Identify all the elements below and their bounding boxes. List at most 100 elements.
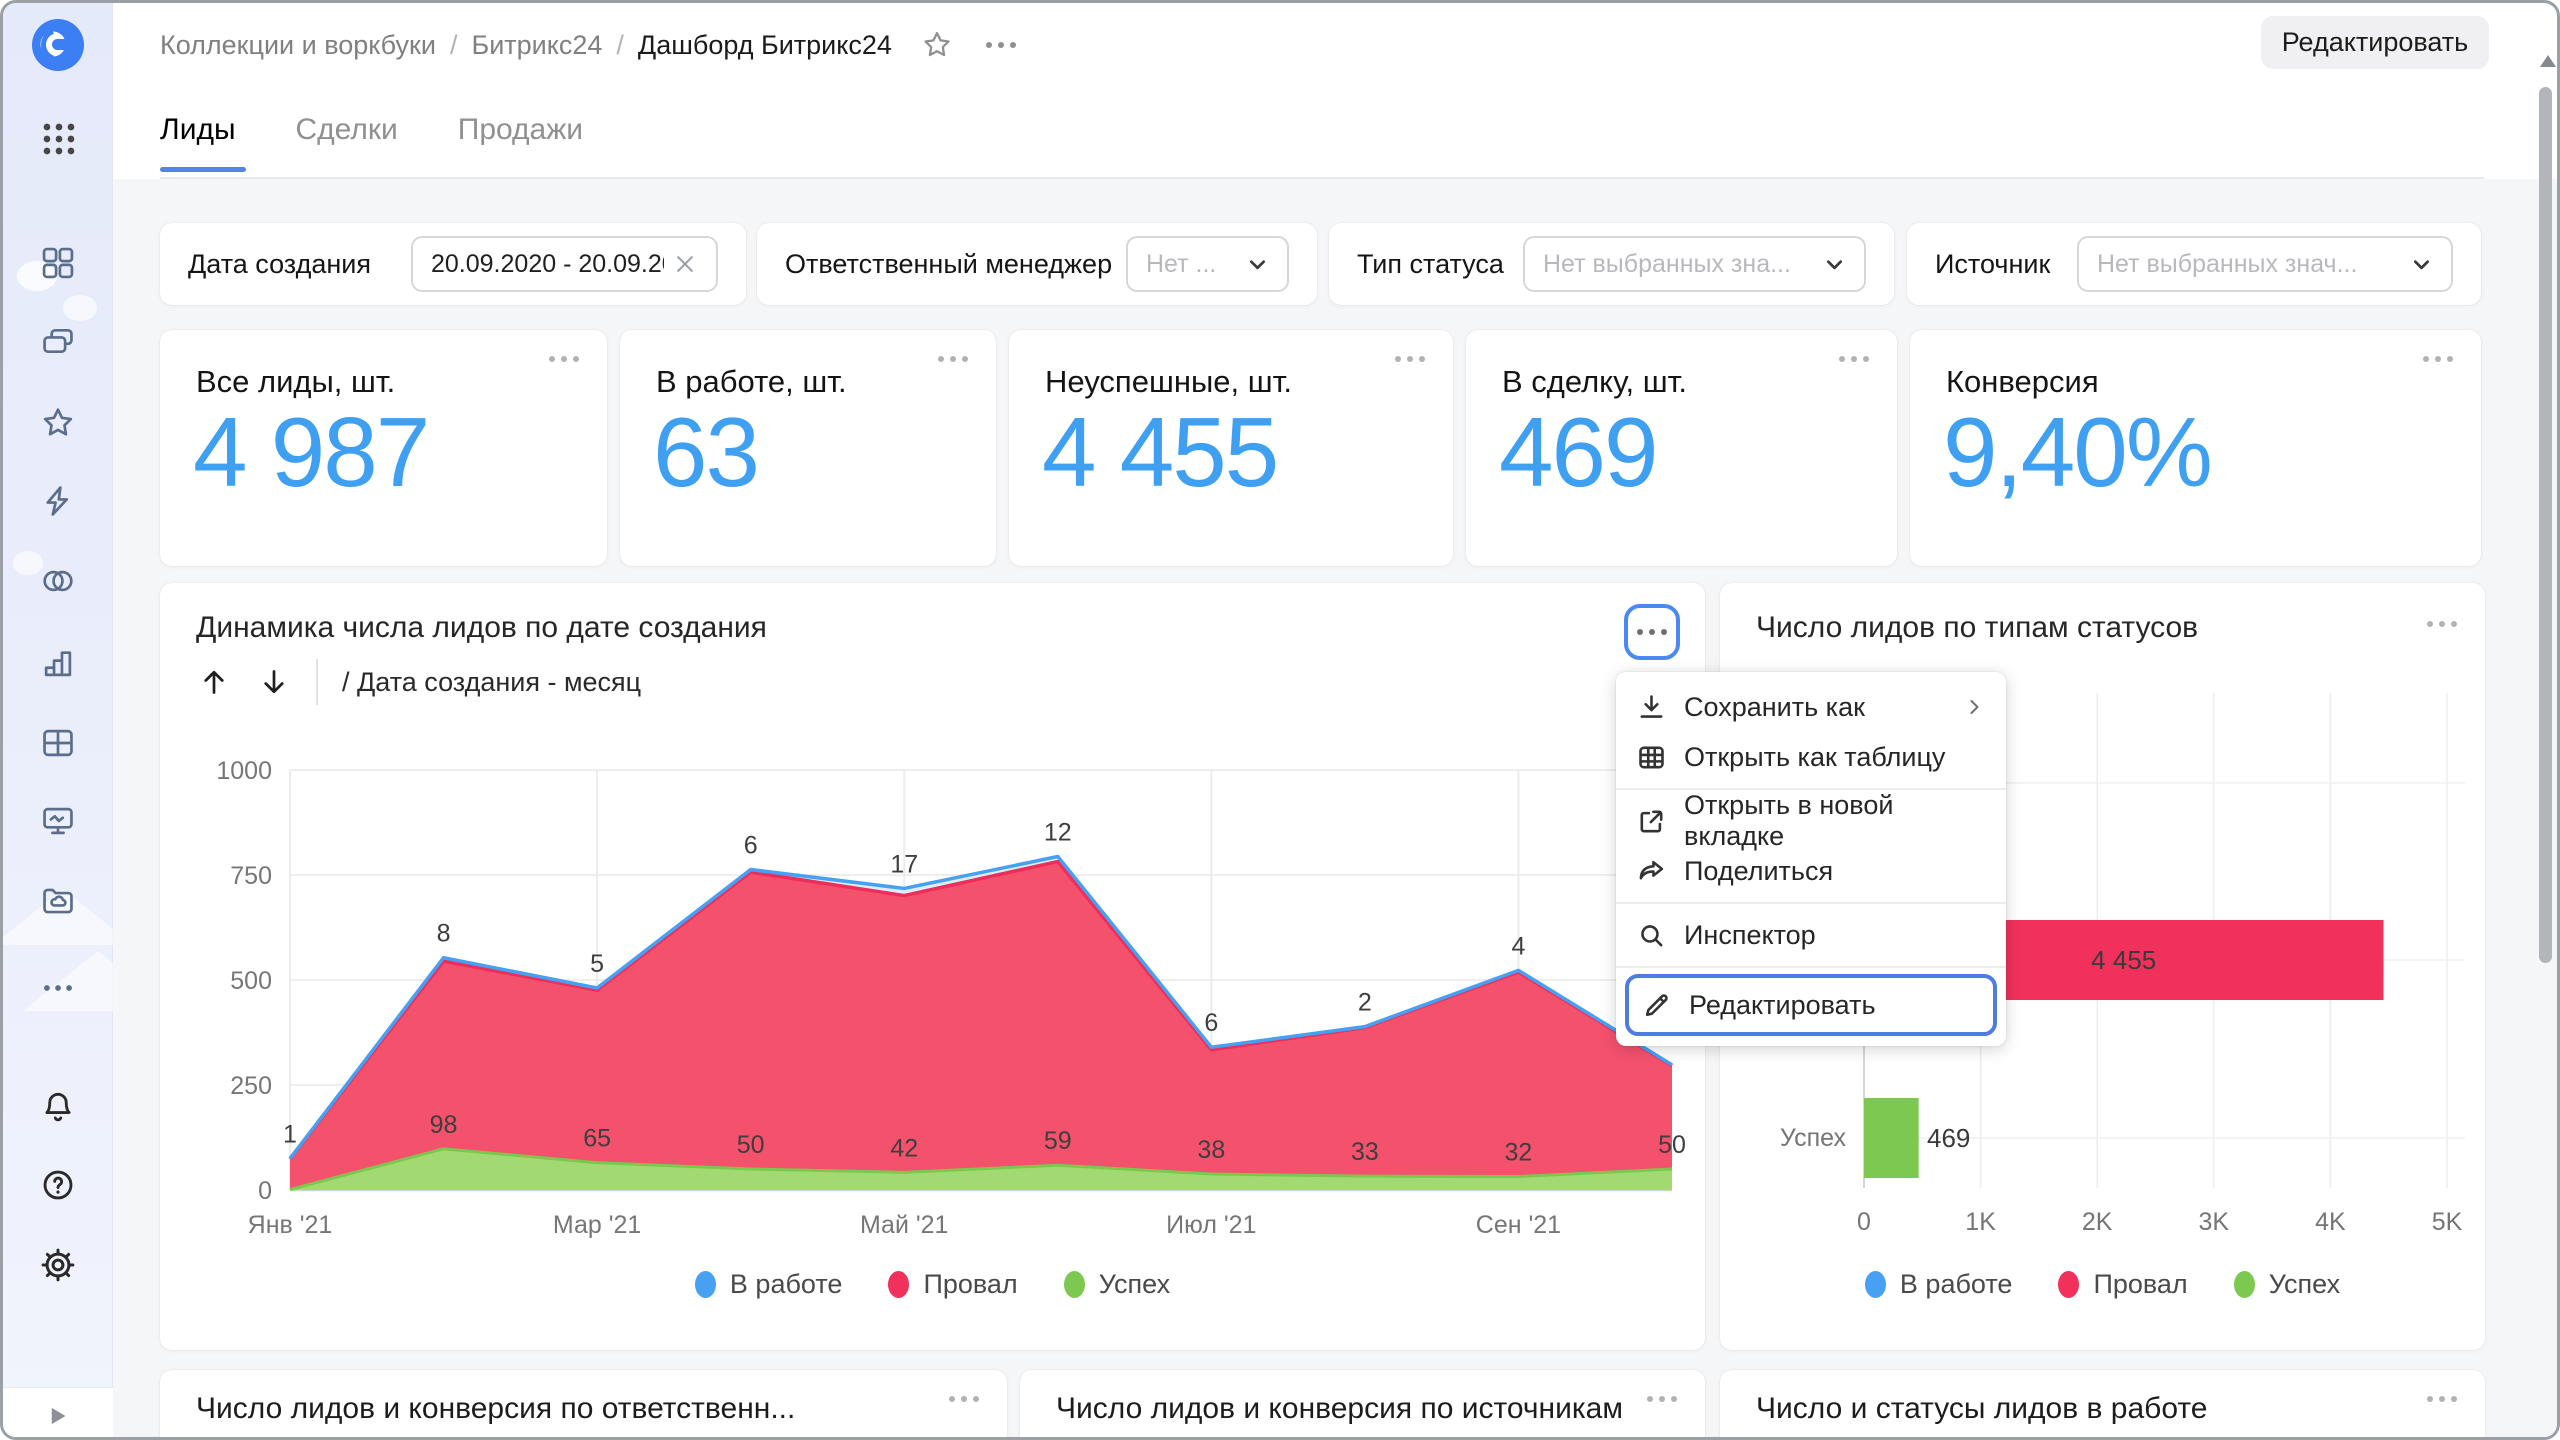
source-select[interactable]: Нет выбранных знач... bbox=[2077, 236, 2453, 292]
apps-grid-icon[interactable] bbox=[39, 119, 79, 159]
svg-text:0: 0 bbox=[258, 1177, 272, 1205]
storage-folder-icon[interactable] bbox=[39, 882, 77, 920]
legend-item-fail[interactable]: Провал bbox=[888, 1269, 1018, 1300]
select-placeholder: Нет выбранных знач... bbox=[2097, 249, 2358, 278]
filter-label: Дата создания bbox=[188, 248, 371, 279]
status-type-select[interactable]: Нет выбранных зна... bbox=[1523, 236, 1866, 292]
charts-icon[interactable] bbox=[39, 644, 77, 682]
menu-item-share[interactable]: Поделиться bbox=[1616, 846, 2006, 896]
scrollbar-thumb[interactable] bbox=[2539, 87, 2552, 963]
menu-divider bbox=[1616, 902, 2006, 904]
external-link-icon bbox=[1636, 806, 1667, 837]
breadcrumb-current: Дашборд Битрикс24 bbox=[637, 29, 892, 60]
help-icon[interactable] bbox=[39, 1166, 77, 1204]
download-icon bbox=[1636, 692, 1667, 723]
svg-text:2K: 2K bbox=[2082, 1208, 2113, 1236]
tab-deals[interactable]: Сделки bbox=[295, 113, 398, 146]
bottom-card-statuses-inwork: Число и статусы лидов в работе bbox=[1720, 1370, 2485, 1437]
widget-menu-icon[interactable] bbox=[2427, 1396, 2457, 1402]
filter-label: Тип статуса bbox=[1357, 248, 1504, 279]
svg-text:5K: 5K bbox=[2432, 1208, 2463, 1236]
widget-menu-icon[interactable] bbox=[1839, 356, 1869, 362]
bottom-card-by-manager: Число лидов и конверсия по ответственн..… bbox=[160, 1370, 1007, 1437]
tab-sales[interactable]: Продажи bbox=[457, 113, 584, 146]
drill-up-icon[interactable] bbox=[196, 664, 232, 700]
table-icon bbox=[1636, 742, 1667, 773]
menu-item-open-as-table[interactable]: Открыть как таблицу bbox=[1616, 732, 2006, 782]
collections-icon[interactable] bbox=[39, 244, 77, 282]
chart-title: Число лидов и конверсия по ответственн..… bbox=[196, 1392, 796, 1425]
kpi-card-to-deal: В сделку, шт. 469 bbox=[1466, 330, 1897, 566]
focused-menu-item-ring: Редактировать bbox=[1625, 974, 1997, 1036]
filter-source: Источник Нет выбранных знач... bbox=[1907, 223, 2481, 305]
kpi-label: В сделку, шт. bbox=[1502, 364, 1687, 399]
scrollbar-up-arrow-icon[interactable] bbox=[2540, 55, 2556, 67]
legend-item-inwork[interactable]: В работе bbox=[1864, 1269, 2012, 1300]
breadcrumb-workbook[interactable]: Битрикс24 bbox=[471, 29, 603, 60]
legend-item-inwork[interactable]: В работе bbox=[694, 1269, 842, 1300]
menu-item-edit[interactable]: Редактировать bbox=[1629, 978, 1993, 1032]
ellipsis-icon bbox=[1637, 629, 1667, 635]
legend-item-fail[interactable]: Провал bbox=[2058, 1269, 2188, 1300]
breadcrumb-collections[interactable]: Коллекции и воркбуки bbox=[160, 29, 436, 60]
svg-text:50: 50 bbox=[737, 1131, 765, 1159]
favorite-star-icon[interactable] bbox=[920, 28, 954, 62]
dashboards-icon[interactable] bbox=[39, 724, 77, 762]
widget-menu-icon[interactable] bbox=[949, 1396, 979, 1402]
settings-gear-icon[interactable] bbox=[39, 1246, 77, 1284]
area-chart-card: Динамика числа лидов по дате создания / … bbox=[160, 583, 1705, 1350]
chevron-down-icon bbox=[1244, 251, 1271, 278]
svg-text:Июл '21: Июл '21 bbox=[1166, 1211, 1256, 1239]
legend-item-success[interactable]: Успех bbox=[1063, 1269, 1170, 1300]
svg-text:8: 8 bbox=[437, 920, 451, 948]
submenu-chevron-icon bbox=[1962, 695, 1986, 719]
breadcrumb-more-icon[interactable] bbox=[985, 42, 1016, 48]
breadcrumb: Коллекции и воркбуки / Битрикс24 / Дашбо… bbox=[160, 23, 1016, 67]
datalens-logo-icon[interactable] bbox=[30, 17, 86, 73]
kpi-label: Конверсия bbox=[1946, 364, 2099, 399]
chart-title: Динамика числа лидов по дате создания bbox=[196, 611, 767, 644]
svg-text:1000: 1000 bbox=[216, 757, 272, 785]
kpi-card-conversion: Конверсия 9,40% bbox=[1910, 330, 2481, 566]
svg-text:0: 0 bbox=[1857, 1208, 1871, 1236]
menu-item-inspector[interactable]: Инспектор bbox=[1616, 910, 2006, 960]
widget-menu-icon[interactable] bbox=[2427, 621, 2457, 627]
svg-text:17: 17 bbox=[890, 850, 918, 878]
editor-monitor-icon[interactable] bbox=[39, 802, 77, 840]
svg-text:4K: 4K bbox=[2315, 1208, 2346, 1236]
connections-bolt-icon[interactable] bbox=[39, 482, 77, 520]
filter-manager: Ответственный менеджер Нет ... bbox=[757, 223, 1317, 305]
drill-down-icon[interactable] bbox=[256, 664, 292, 700]
share-icon bbox=[1636, 856, 1667, 887]
filter-label: Источник bbox=[1935, 248, 2051, 279]
widget-menu-icon[interactable] bbox=[1647, 1396, 1677, 1402]
notifications-bell-icon[interactable] bbox=[39, 1088, 77, 1126]
dashboard-tabs: Лиды Сделки Продажи bbox=[160, 113, 583, 147]
datasets-icon[interactable] bbox=[39, 562, 77, 600]
widget-menu-icon[interactable] bbox=[938, 356, 968, 362]
kpi-value: 63 bbox=[653, 397, 760, 507]
edit-dashboard-button[interactable]: Редактировать bbox=[2261, 16, 2489, 69]
clear-filter-x-icon[interactable] bbox=[670, 249, 700, 279]
sidebar-decor bbox=[3, 889, 133, 945]
kpi-card-in-work: В работе, шт. 63 bbox=[620, 330, 996, 566]
legend-item-success[interactable]: Успех bbox=[2233, 1269, 2340, 1300]
favorites-star-icon[interactable] bbox=[39, 404, 77, 442]
chart-menu-button[interactable] bbox=[1624, 604, 1680, 660]
widget-menu-icon[interactable] bbox=[2423, 356, 2453, 362]
menu-item-save-as[interactable]: Сохранить как bbox=[1616, 682, 2006, 732]
magnifier-icon bbox=[1636, 920, 1667, 951]
date-range-input[interactable]: 20.09.2020 - 20.09.20 bbox=[411, 236, 718, 292]
manager-select[interactable]: Нет ... bbox=[1126, 236, 1289, 292]
widget-menu-icon[interactable] bbox=[549, 356, 579, 362]
svg-text:32: 32 bbox=[1505, 1139, 1533, 1167]
svg-text:5: 5 bbox=[590, 950, 604, 978]
widget-menu-icon[interactable] bbox=[1395, 356, 1425, 362]
expand-sidebar-icon[interactable] bbox=[43, 1401, 73, 1431]
tab-leads[interactable]: Лиды bbox=[160, 113, 236, 146]
more-icon[interactable] bbox=[39, 969, 77, 1007]
drill-breadcrumb: / Дата создания - месяц bbox=[342, 666, 642, 697]
menu-item-open-new-tab[interactable]: Открыть в новой вкладке bbox=[1616, 790, 2006, 851]
active-tab-underline bbox=[160, 167, 246, 172]
workbooks-icon[interactable] bbox=[39, 324, 77, 362]
